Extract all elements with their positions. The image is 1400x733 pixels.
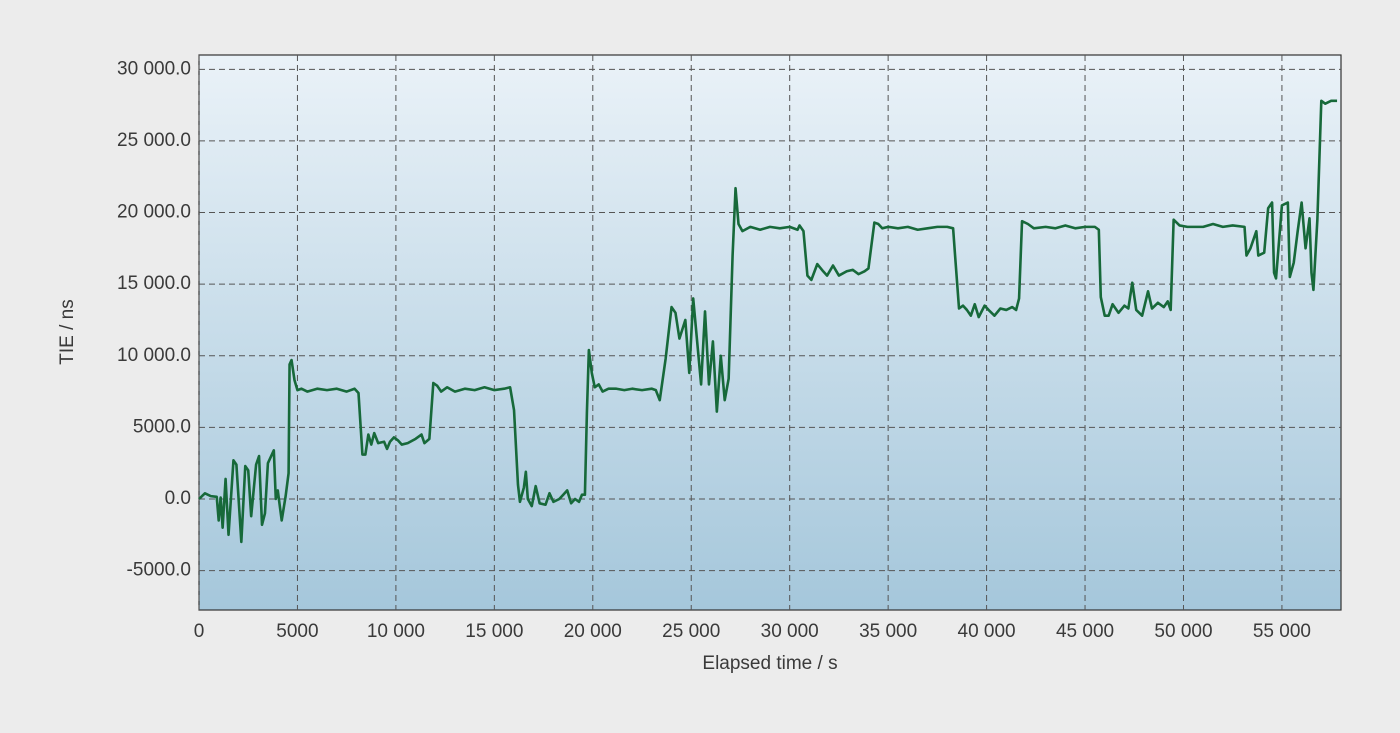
x-axis-label: Elapsed time / s bbox=[702, 653, 837, 674]
x-tick-label: 25 000 bbox=[662, 621, 720, 642]
x-tick-label: 20 000 bbox=[564, 621, 622, 642]
x-tick-label: 30 000 bbox=[761, 621, 819, 642]
x-tick-label: 40 000 bbox=[958, 621, 1016, 642]
x-tick-label: 50 000 bbox=[1154, 621, 1212, 642]
x-tick-label: 15 000 bbox=[465, 621, 523, 642]
plot-area bbox=[198, 54, 1342, 611]
x-tick-label: 10 000 bbox=[367, 621, 425, 642]
x-tick-label: 5000 bbox=[276, 621, 318, 642]
y-tick-label: 25 000.0 bbox=[117, 130, 191, 151]
x-tick-label: 55 000 bbox=[1253, 621, 1311, 642]
y-tick-label: 10 000.0 bbox=[117, 345, 191, 366]
y-tick-label: 30 000.0 bbox=[117, 58, 191, 79]
y-tick-label: 20 000.0 bbox=[117, 202, 191, 223]
x-tick-label: 45 000 bbox=[1056, 621, 1114, 642]
y-tick-label: 15 000.0 bbox=[117, 273, 191, 294]
x-tick-label: 0 bbox=[194, 621, 205, 642]
y-axis-label: TIE / ns bbox=[57, 299, 78, 364]
y-tick-label: -5000.0 bbox=[127, 560, 191, 581]
y-tick-label: 5000.0 bbox=[133, 416, 191, 437]
data-line bbox=[198, 99, 1338, 544]
y-tick-label: 0.0 bbox=[165, 488, 191, 509]
x-tick-label: 35 000 bbox=[859, 621, 917, 642]
